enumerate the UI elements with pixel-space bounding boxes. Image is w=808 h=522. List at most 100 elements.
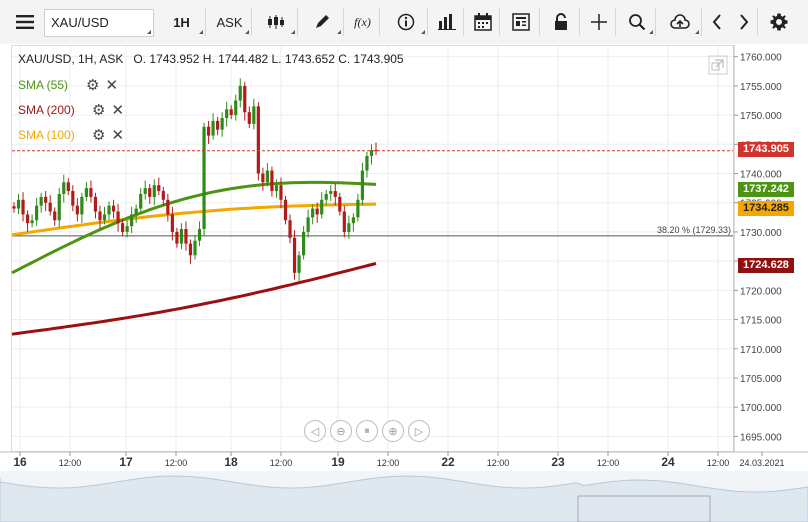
gear-icon: [770, 13, 788, 31]
reset-view-button[interactable]: ⏸: [356, 420, 378, 442]
interval-button[interactable]: 1H: [158, 8, 206, 36]
dropdown-corner-icon: [245, 30, 249, 34]
navigator-strip[interactable]: [0, 471, 808, 522]
chart-type-button[interactable]: [254, 8, 298, 36]
expand-icon[interactable]: [708, 55, 728, 75]
candle-body: [229, 109, 233, 116]
chart-header: XAU/USD, 1H, ASK O. 1743.952 H. 1744.482…: [18, 52, 404, 66]
draw-tool-button[interactable]: [300, 8, 344, 36]
lock-button[interactable]: [542, 8, 580, 36]
candle-body: [279, 185, 283, 200]
legend-sma100: SMA (100) ⚙ ✕: [18, 126, 124, 144]
forward-button[interactable]: [730, 8, 758, 36]
gear-icon[interactable]: ⚙: [92, 102, 106, 119]
x-tick-label: 23: [551, 455, 565, 469]
menu-button[interactable]: [8, 8, 42, 36]
candle-body: [302, 231, 306, 256]
candle-body: [148, 188, 152, 197]
dropdown-corner-icon: [695, 30, 699, 34]
chevron-right-icon: [739, 14, 748, 30]
info-button[interactable]: [384, 8, 428, 36]
navigator-area: [0, 475, 808, 522]
price-type-button[interactable]: ASK: [208, 8, 252, 36]
zoom-in-button[interactable]: ⊕: [382, 420, 404, 442]
chart-title: XAU/USD, 1H, ASK: [18, 52, 124, 66]
candle-body: [111, 205, 116, 212]
volume-button[interactable]: [430, 8, 464, 36]
symbol-input[interactable]: XAU/USD: [44, 9, 154, 37]
candle-body: [315, 208, 319, 215]
sma100-price-label: 1734.285: [738, 201, 794, 216]
candle-body: [39, 196, 43, 206]
gear-icon[interactable]: ⚙: [86, 77, 100, 94]
candle-body: [116, 211, 120, 224]
hamburger-icon: [16, 15, 34, 29]
x-tick-label: 18: [224, 455, 238, 469]
y-tick-label: 1730.000: [740, 228, 782, 239]
sma55-price-label: 1737.242: [738, 182, 794, 197]
candle-body: [211, 120, 215, 136]
lock-icon: [554, 13, 567, 30]
news-button[interactable]: [502, 8, 540, 36]
calendar-button[interactable]: [466, 8, 500, 36]
candle-body: [347, 223, 351, 232]
x-tick-label: 17: [119, 455, 133, 469]
candle-body: [184, 229, 188, 244]
close-icon[interactable]: ✕: [111, 102, 125, 119]
candle-body: [30, 220, 34, 224]
candle-body: [139, 193, 143, 209]
dropdown-corner-icon: [199, 30, 203, 34]
dropdown-corner-icon: [291, 30, 295, 34]
indicators-button[interactable]: f(x): [346, 8, 380, 36]
candle-body: [193, 240, 197, 256]
candle-body: [93, 196, 98, 212]
gear-icon[interactable]: ⚙: [92, 127, 106, 144]
candle-body: [342, 211, 346, 232]
candle-body: [283, 199, 288, 221]
scroll-right-button[interactable]: ▷: [408, 420, 430, 442]
y-tick-label: 1755.000: [740, 82, 782, 93]
x-tick-label: 12:00: [597, 458, 620, 468]
candle-body: [234, 100, 238, 116]
candle-body: [44, 196, 48, 203]
dropdown-corner-icon: [147, 30, 151, 34]
candle-body: [197, 229, 202, 241]
x-tick-label: 24: [661, 455, 675, 469]
pencil-icon: [315, 15, 329, 28]
sma200-line: [11, 262, 377, 336]
candle-body: [261, 173, 265, 183]
candle-body: [356, 199, 360, 218]
candle-body: [265, 170, 269, 183]
navigator-window[interactable]: [577, 495, 711, 522]
legend-sma55-label: SMA (55): [18, 78, 69, 92]
settings-button[interactable]: [764, 8, 794, 36]
candle-body: [216, 120, 220, 130]
candle-body: [71, 191, 75, 206]
zoom-out-button[interactable]: ⊖: [330, 420, 352, 442]
candles: [12, 78, 378, 282]
scroll-left-button[interactable]: ◁: [304, 420, 326, 442]
sma200-price-label: 1724.628: [738, 258, 794, 273]
x-tick-label: 12:00: [165, 458, 188, 468]
chart-area[interactable]: 1695.000 1700.000 1705.000 1710.000 1715.000…: [0, 44, 808, 522]
chevron-left-icon: [712, 14, 721, 30]
upload-button[interactable]: [658, 8, 702, 36]
fib-level-label: 38.20 % (1729.33): [657, 225, 731, 235]
close-icon[interactable]: ✕: [111, 127, 125, 144]
candle-body: [80, 196, 84, 215]
crosshair-button[interactable]: [582, 8, 616, 36]
back-button[interactable]: [704, 8, 730, 36]
y-tick-label: 1750.000: [740, 111, 782, 122]
candle-body: [125, 226, 129, 232]
x-tick-label: 19: [331, 455, 345, 469]
x-tick-label: 12:00: [377, 458, 400, 468]
y-tick-label: 1720.000: [740, 286, 782, 297]
calendar-icon: [473, 13, 492, 31]
zoom-button[interactable]: [618, 8, 656, 36]
candle-body: [220, 118, 224, 130]
candle-body: [53, 211, 57, 221]
candle-body: [238, 85, 242, 101]
legend-sma200-label: SMA (200): [18, 103, 75, 117]
candle-body: [161, 191, 165, 200]
close-icon[interactable]: ✕: [105, 77, 119, 94]
